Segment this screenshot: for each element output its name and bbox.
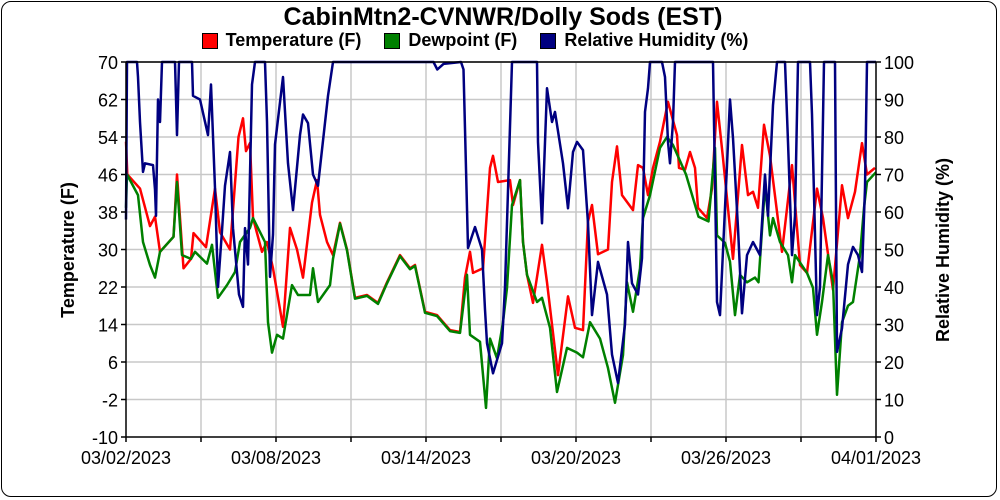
legend-label: Dewpoint (F)	[408, 30, 518, 50]
y2-tick-label: 100	[884, 53, 914, 73]
y2-tick-label: 0	[884, 428, 894, 448]
legend: Temperature (F) Dewpoint (F) Relative Hu…	[0, 30, 950, 54]
x-tick-label: 03/26/2023	[681, 448, 771, 468]
y-tick-label: -2	[102, 391, 118, 411]
legend-swatch-red	[201, 32, 218, 49]
y-axis-title: Temperature (F)	[58, 182, 78, 318]
dewpoint-line	[124, 135, 877, 410]
y2-tick-label: 40	[884, 278, 904, 298]
y2-tick-label: 10	[884, 391, 904, 411]
legend-swatch-navy	[540, 32, 557, 49]
y2-tick-label: 70	[884, 166, 904, 186]
y-tick-label: 62	[98, 91, 118, 111]
y-tick-label: 6	[108, 353, 118, 373]
legend-label: Relative Humidity (%)	[564, 30, 749, 50]
x-tick-label: 03/08/2023	[231, 448, 321, 468]
axes: 70625446383022146-2-10100908070605040302…	[81, 53, 921, 468]
y-tick-label: 22	[98, 278, 118, 298]
y-tick-label: 30	[98, 241, 118, 261]
x-tick-label: 04/01/2023	[831, 448, 921, 468]
series-lines	[124, 60, 877, 410]
y-tick-label: 54	[98, 128, 118, 148]
legend-item-dewpoint: Dewpoint (F)	[384, 30, 517, 51]
chart-title: CabinMtn2-CVNWR/Dolly Sods (EST)	[283, 3, 723, 31]
y2-tick-label: 20	[884, 353, 904, 373]
legend-label: Temperature (F)	[225, 30, 362, 50]
y2-tick-label: 60	[884, 203, 904, 223]
legend-swatch-green	[384, 32, 401, 49]
humidity-line	[124, 60, 876, 385]
y2-tick-label: 80	[884, 128, 904, 148]
legend-item-humidity: Relative Humidity (%)	[540, 30, 748, 51]
y2-tick-label: 30	[884, 316, 904, 336]
x-tick-label: 03/02/2023	[81, 448, 171, 468]
y-tick-label: 38	[98, 203, 118, 223]
y2-axis-title: Relative Humidity (%)	[933, 158, 953, 342]
gridlines	[126, 61, 876, 437]
y-tick-label: 14	[98, 316, 118, 336]
y2-tick-label: 50	[884, 241, 904, 261]
legend-item-temperature: Temperature (F)	[201, 30, 362, 51]
y-tick-label: -10	[92, 428, 118, 448]
y-tick-label: 70	[98, 53, 118, 73]
y2-tick-label: 90	[884, 91, 904, 111]
x-tick-label: 03/14/2023	[381, 448, 471, 468]
y-tick-label: 46	[98, 166, 118, 186]
x-tick-label: 03/20/2023	[531, 448, 621, 468]
